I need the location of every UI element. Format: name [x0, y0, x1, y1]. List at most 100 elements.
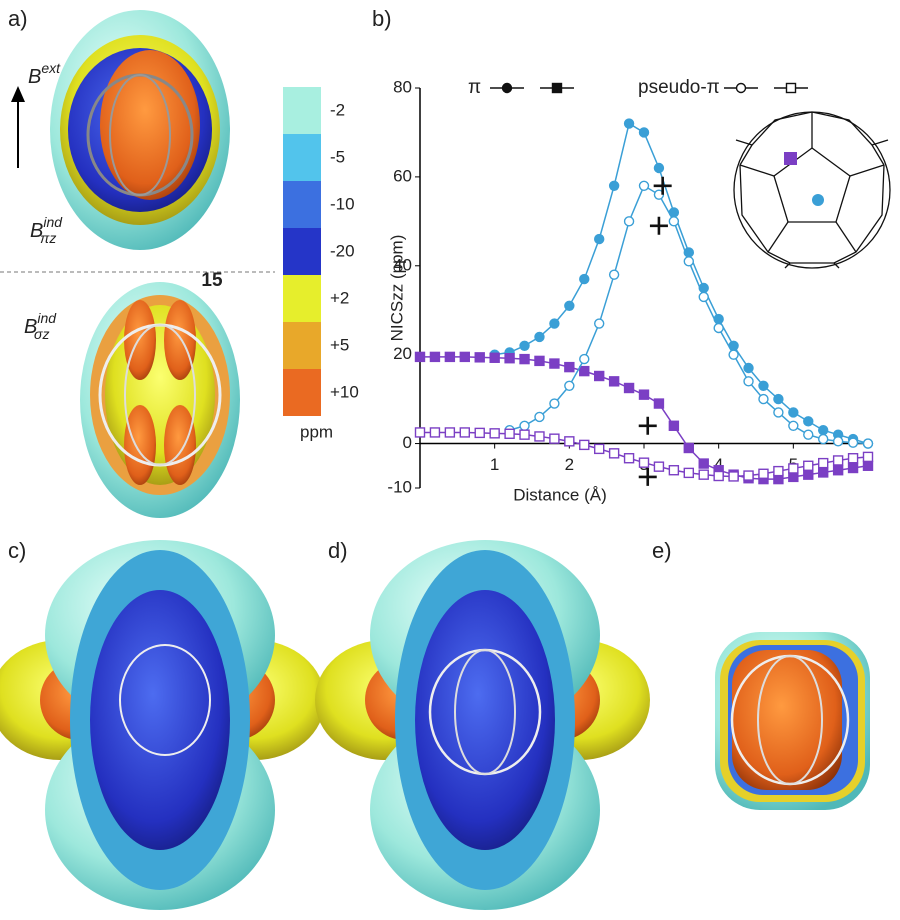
isosurface-e: [715, 632, 870, 810]
data-point: [594, 443, 605, 455]
cross-marker: [653, 176, 672, 195]
panel-label: d): [328, 538, 348, 563]
data-point: [758, 468, 769, 479]
field-label: Bext: [28, 60, 61, 89]
legend-marker: [785, 82, 797, 94]
y-tick-label: 20: [393, 344, 412, 363]
data-point: [564, 361, 575, 373]
series-line: [494, 122, 869, 445]
cross-marker: [649, 216, 668, 235]
data-point: [519, 353, 530, 365]
colorbar-swatch: [283, 181, 321, 228]
data-point: [623, 453, 635, 464]
data-point: [773, 407, 784, 418]
y-tick-label: 0: [403, 433, 412, 452]
data-point: [698, 291, 709, 303]
data-point: [803, 460, 814, 471]
data-point: [788, 407, 799, 418]
data-point: [683, 467, 694, 479]
x-tick-label: 1: [490, 455, 499, 474]
data-point: [444, 351, 456, 363]
data-point: [638, 389, 650, 400]
legend-label: pseudo-π: [638, 77, 720, 98]
data-point: [653, 398, 665, 409]
colorbar-label: +10: [330, 382, 359, 401]
data-point: [743, 376, 754, 387]
data-point: [534, 411, 545, 423]
isosurface-d: [315, 540, 650, 910]
data-point: [832, 436, 844, 447]
colorbar-label: -20: [330, 241, 355, 260]
data-point: [579, 353, 590, 365]
data-point: [653, 461, 665, 472]
label-base: B: [30, 220, 43, 242]
legend-marker: [501, 82, 513, 94]
data-point: [818, 467, 829, 478]
data-point: [668, 420, 680, 431]
colorbar-swatch: [283, 369, 321, 416]
data-point: [668, 216, 680, 227]
data-point: [788, 463, 799, 474]
data-point: [728, 349, 739, 360]
data-point: [818, 425, 829, 436]
data-point: [579, 439, 590, 451]
data-point: [579, 365, 590, 377]
data-point: [534, 431, 545, 442]
colorbar-swatch: [283, 134, 321, 181]
label-sup: ext: [41, 60, 61, 76]
x-tick-label: 4: [714, 455, 723, 474]
data-point: [549, 318, 560, 329]
data-point: [564, 300, 575, 311]
data-point: [638, 180, 650, 191]
colorbar-swatch: [283, 228, 321, 275]
data-point: [698, 469, 709, 480]
data-point: [847, 437, 859, 448]
data-point: [474, 352, 485, 363]
y-axis-label: NICSzz (ppm): [387, 235, 406, 342]
legend-marker: [551, 82, 563, 94]
data-point: [474, 427, 485, 439]
inset-square: [784, 152, 797, 165]
data-point: [773, 393, 784, 405]
data-point: [698, 458, 709, 469]
data-point: [713, 470, 724, 482]
colorbar-swatch: [283, 87, 321, 134]
y-tick-label: 80: [393, 77, 412, 96]
data-point: [638, 457, 650, 468]
data-point: [549, 358, 560, 369]
data-point: [414, 351, 426, 363]
data-point: [608, 448, 620, 459]
data-point: [459, 351, 470, 363]
data-point: [653, 162, 665, 174]
data-point: [683, 442, 694, 454]
label-sub: πz: [40, 230, 56, 246]
series-line: [509, 184, 869, 445]
legend-marker: [735, 82, 747, 94]
colorbar-label: -2: [330, 100, 345, 119]
data-point: [594, 233, 605, 245]
data-point: [608, 269, 620, 280]
data-point: [429, 351, 441, 363]
colorbar-swatch: [283, 275, 321, 322]
data-point: [504, 428, 515, 439]
arrow-head: [11, 86, 25, 102]
data-point: [549, 398, 560, 409]
data-point: [534, 355, 545, 367]
data-point: [608, 376, 620, 387]
colorbar-label: +2: [330, 288, 349, 307]
data-point: [564, 380, 575, 391]
data-point: [728, 471, 739, 482]
label-sub: σz: [34, 326, 49, 342]
data-point: [429, 427, 441, 438]
data-point: [638, 127, 650, 138]
data-point: [713, 322, 724, 334]
data-point: [847, 453, 859, 464]
y-tick-label: -10: [387, 477, 412, 496]
isosurface-a-bottom: [80, 282, 240, 518]
cross-marker: [638, 416, 657, 435]
data-point: [608, 180, 620, 191]
data-point: [862, 460, 874, 471]
data-point: [818, 457, 829, 469]
y-tick-label: 40: [393, 255, 412, 274]
data-point: [504, 353, 515, 364]
